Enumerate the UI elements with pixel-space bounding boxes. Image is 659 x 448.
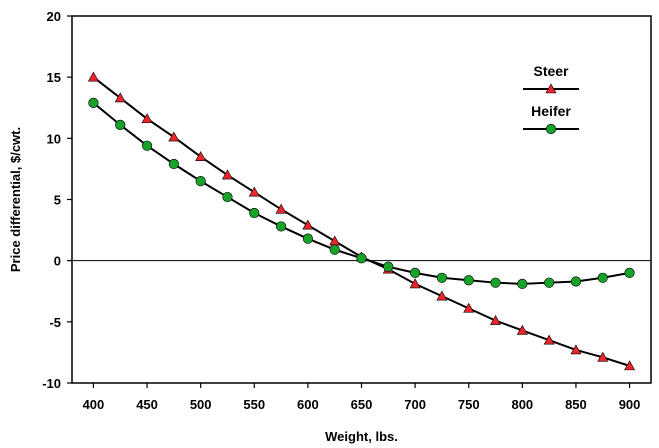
steer-point bbox=[221, 169, 233, 180]
heifer-point bbox=[490, 277, 501, 288]
steer-point bbox=[114, 92, 126, 103]
legend-label-steer: Steer bbox=[533, 63, 569, 79]
steer-point bbox=[516, 324, 528, 335]
heifer-point bbox=[329, 244, 340, 255]
heifer-point bbox=[463, 275, 474, 286]
heifer-point bbox=[222, 191, 233, 203]
steer-line bbox=[92, 76, 630, 367]
y-tick-label: 5 bbox=[54, 193, 61, 208]
heifer-point bbox=[195, 176, 206, 187]
steer-point bbox=[463, 302, 475, 313]
x-tick-label: 450 bbox=[136, 397, 158, 412]
steer-point bbox=[275, 203, 287, 214]
steer-point bbox=[168, 131, 180, 142]
steer-point bbox=[329, 235, 341, 246]
y-tick-label: 0 bbox=[54, 254, 61, 269]
steer-point bbox=[490, 314, 502, 325]
x-axis: 400 450 500 550 600 650 700 750 800 850 900 bbox=[83, 383, 641, 412]
heifer-point bbox=[624, 267, 635, 279]
steer-point bbox=[302, 219, 314, 230]
heifer-point bbox=[436, 272, 448, 283]
x-tick-label: 400 bbox=[83, 397, 105, 412]
heifer-point bbox=[88, 97, 99, 108]
steer-point bbox=[141, 113, 153, 124]
heifer-point bbox=[383, 261, 394, 272]
x-tick-label: 700 bbox=[404, 397, 426, 412]
x-axis-title: Weight, lbs. bbox=[325, 429, 398, 444]
y-tick-label: -5 bbox=[49, 315, 61, 330]
y-tick-label: 10 bbox=[47, 131, 61, 146]
heifer-point bbox=[141, 140, 153, 151]
x-tick-label: 550 bbox=[243, 397, 265, 412]
x-tick-label: 600 bbox=[297, 397, 319, 412]
series-heifer bbox=[88, 97, 635, 290]
steer-point bbox=[543, 334, 555, 345]
heifer-point bbox=[115, 119, 126, 130]
legend: Steer Heifer bbox=[523, 63, 579, 135]
heifer-point bbox=[356, 253, 367, 264]
x-tick-label: 500 bbox=[190, 397, 212, 412]
y-axis: -10 -5 0 5 10 15 20 bbox=[42, 9, 72, 391]
y-axis-title: Price differential, $/cwt. bbox=[8, 127, 23, 272]
legend-marker-heifer bbox=[545, 123, 557, 135]
x-tick-label: 800 bbox=[511, 397, 533, 412]
heifer-point bbox=[544, 277, 555, 288]
x-tick-label: 850 bbox=[565, 397, 587, 412]
y-tick-label: -10 bbox=[42, 376, 61, 391]
legend-label-heifer: Heifer bbox=[531, 103, 571, 119]
steer-point bbox=[248, 186, 260, 197]
series-layer bbox=[87, 71, 636, 371]
legend-marker-steer bbox=[545, 83, 557, 94]
heifer-point bbox=[249, 207, 260, 219]
heifer-point bbox=[275, 221, 287, 232]
steer-point bbox=[436, 290, 448, 301]
heifer-point bbox=[517, 278, 528, 290]
steer-point bbox=[597, 351, 609, 362]
steer-point bbox=[624, 360, 636, 371]
heifer-point bbox=[570, 276, 582, 287]
steer-point bbox=[409, 278, 421, 289]
heifer-point bbox=[302, 233, 313, 244]
heifer-point bbox=[168, 158, 179, 170]
steer-point bbox=[87, 71, 99, 82]
steer-point bbox=[195, 151, 207, 161]
steer-point bbox=[570, 344, 582, 355]
y-tick-label: 15 bbox=[47, 70, 61, 85]
y-tick-label: 20 bbox=[47, 9, 61, 24]
heifer-point bbox=[410, 267, 421, 279]
x-tick-label: 900 bbox=[619, 397, 641, 412]
heifer-point bbox=[597, 272, 608, 283]
x-tick-label: 750 bbox=[458, 397, 480, 412]
x-tick-label: 650 bbox=[351, 397, 373, 412]
